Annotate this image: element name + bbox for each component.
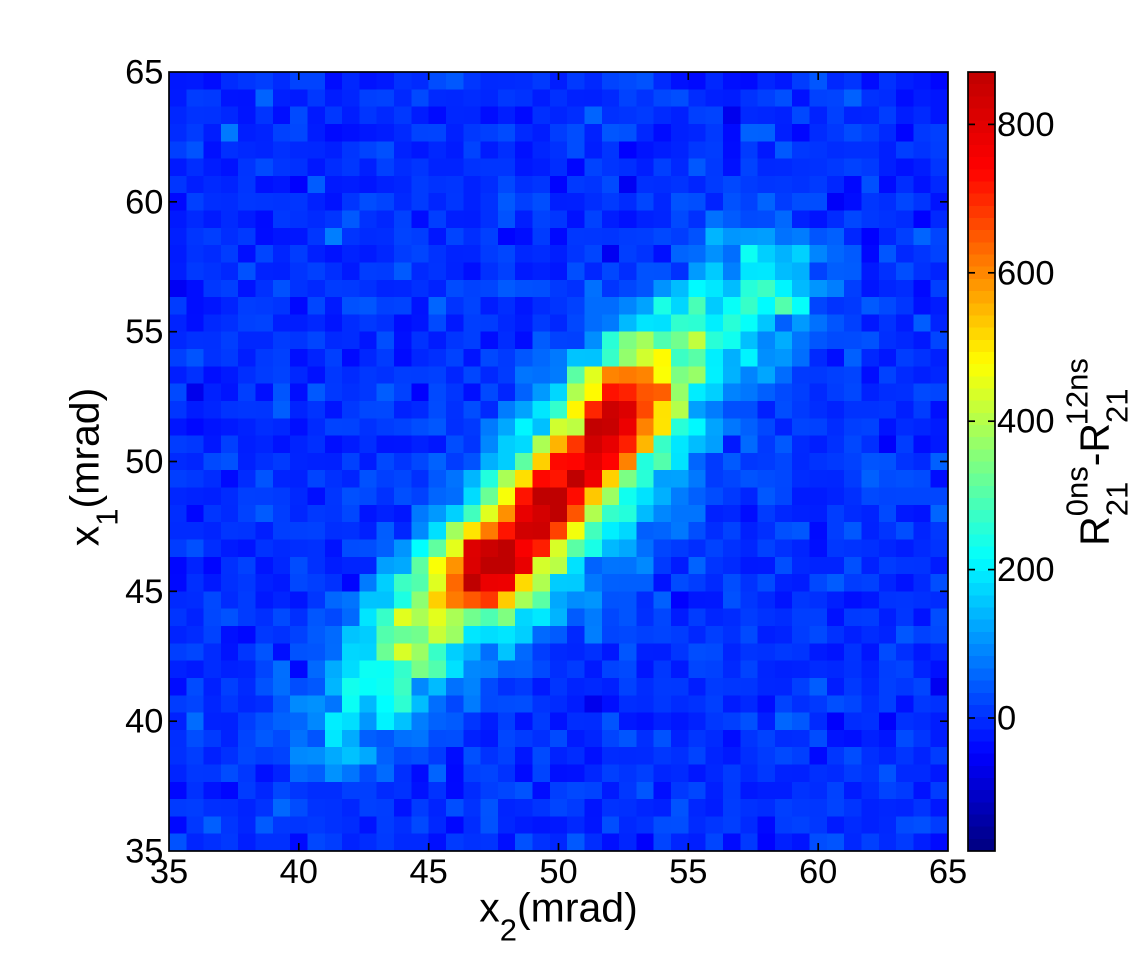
svg-text:55: 55 (669, 853, 707, 891)
svg-text:200: 200 (997, 551, 1055, 589)
svg-text:35: 35 (150, 853, 188, 891)
svg-text:45: 45 (410, 853, 448, 891)
svg-text:35: 35 (125, 833, 163, 871)
svg-text:50: 50 (539, 853, 577, 891)
svg-text:60: 60 (125, 183, 163, 221)
svg-text:55: 55 (125, 313, 163, 351)
svg-text:800: 800 (997, 106, 1055, 144)
svg-text:50: 50 (125, 443, 163, 481)
svg-text:60: 60 (799, 853, 837, 891)
svg-text:65: 65 (929, 853, 967, 891)
svg-text:40: 40 (280, 853, 318, 891)
svg-text:400: 400 (997, 403, 1055, 441)
svg-text:40: 40 (125, 703, 163, 741)
svg-text:600: 600 (997, 254, 1055, 292)
svg-text:0: 0 (997, 700, 1016, 738)
svg-text:65: 65 (125, 54, 163, 92)
svg-text:45: 45 (125, 573, 163, 611)
